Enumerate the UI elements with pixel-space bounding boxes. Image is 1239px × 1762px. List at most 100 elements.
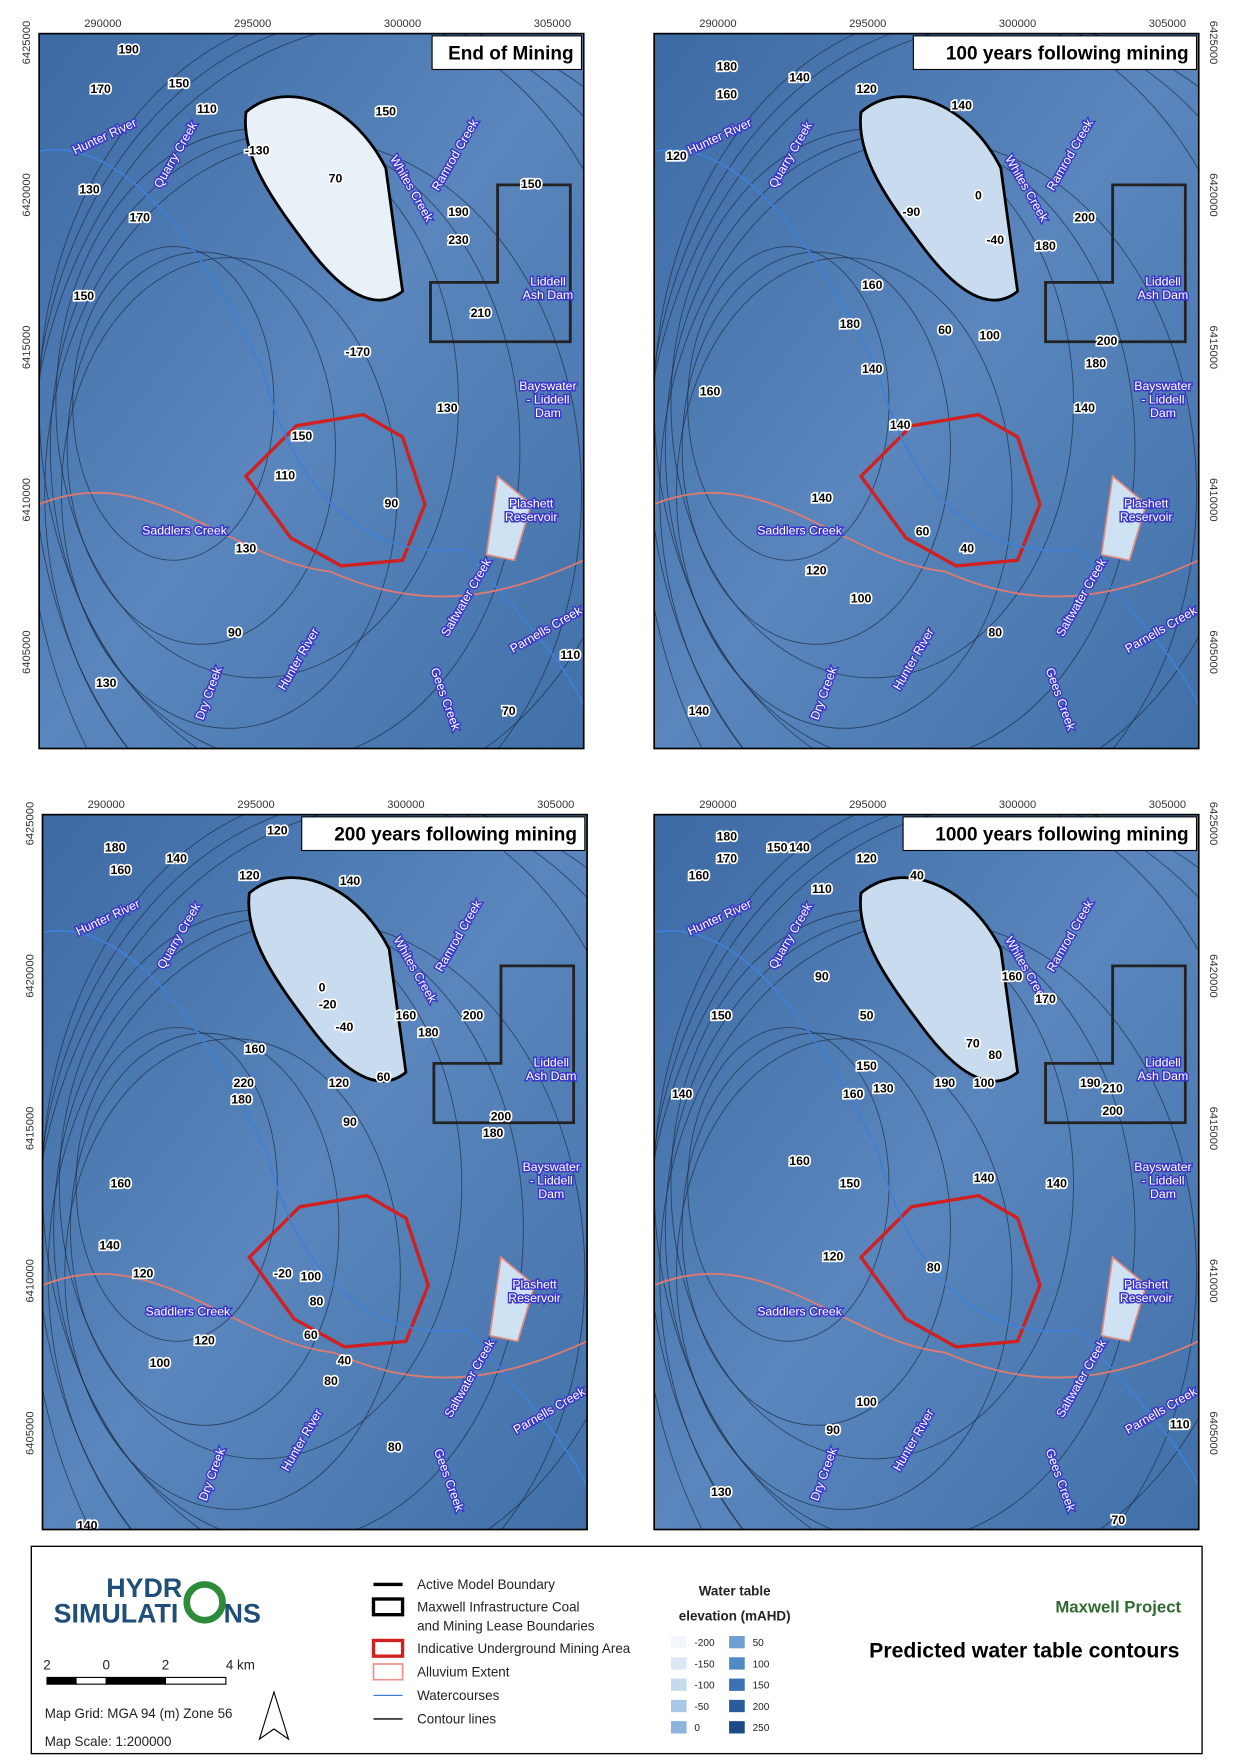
figure: Hunter RiverQuarry CreekWhites CreekRamr… (0, 0, 1239, 1757)
y-tick-label: 6425000 (21, 21, 33, 65)
contour-label: 150 (169, 76, 190, 90)
y-tick-label: 6415000 (1207, 326, 1219, 370)
contour-label: 120 (133, 1266, 154, 1280)
contour-label: 160 (843, 1087, 864, 1101)
x-tick-label: 305000 (1149, 799, 1186, 811)
project-name: Maxwell Project (1055, 1597, 1181, 1616)
class-label: 100 (753, 1659, 770, 1670)
contour-label: 190 (118, 43, 139, 57)
contour-label: 160 (1002, 969, 1023, 983)
x-tick-label: 300000 (999, 799, 1036, 811)
contour-label: 230 (448, 233, 469, 247)
class-label: -100 (694, 1681, 715, 1692)
contour-label: 210 (1102, 1081, 1123, 1095)
place-label: Bayswater (1134, 1160, 1191, 1174)
contour-label: -20 (319, 997, 337, 1011)
water-table-title: elevation (mAHD) (679, 1608, 791, 1623)
place-label: Ash Dam (523, 288, 574, 302)
y-tick-label: 6405000 (21, 630, 33, 674)
contour-label: 0 (975, 188, 982, 202)
y-tick-label: 6410000 (1207, 1259, 1219, 1303)
y-tick-label: 6425000 (1207, 21, 1219, 65)
contour-label: 60 (938, 323, 952, 337)
contour-label: 80 (927, 1261, 941, 1275)
class-swatch (671, 1679, 687, 1691)
scale-label: 2 (43, 1658, 50, 1673)
contour-label: 40 (338, 1354, 352, 1368)
contour-label: 70 (966, 1037, 980, 1051)
place-label: Reservoir (1120, 510, 1173, 524)
contour-label: -170 (346, 345, 371, 359)
contour-label: 80 (324, 1374, 338, 1388)
contour-label: 130 (873, 1081, 894, 1095)
place-label: Liddell (1145, 275, 1181, 289)
class-label: -150 (694, 1659, 715, 1670)
contour-label: 180 (717, 59, 738, 73)
contour-label: 140 (672, 1087, 693, 1101)
contour-label: 90 (228, 625, 242, 639)
class-label: 150 (753, 1681, 770, 1692)
contour-label: 170 (90, 82, 111, 96)
contour-label: 130 (79, 183, 100, 197)
class-swatch (729, 1657, 745, 1669)
contour-label: 80 (988, 625, 1002, 639)
place-label: Plashett (512, 1278, 557, 1292)
x-tick-label: 295000 (237, 799, 274, 811)
x-tick-label: 295000 (234, 18, 271, 30)
class-swatch (671, 1700, 687, 1712)
contour-label: 100 (150, 1356, 171, 1370)
contour-label: 180 (105, 840, 126, 854)
logo-line-3: NS (224, 1599, 261, 1629)
x-tick-label: 305000 (1149, 18, 1186, 30)
place-label: Saddlers Creek (757, 523, 843, 537)
scale-bar (106, 1677, 165, 1684)
contour-label: 160 (245, 1042, 266, 1056)
contour-label: 120 (856, 82, 877, 96)
scale-bar (76, 1677, 106, 1684)
contour-label: 170 (1035, 992, 1056, 1006)
x-tick-label: 300000 (999, 18, 1036, 30)
contour-label: 120 (856, 852, 877, 866)
class-label: -200 (694, 1638, 715, 1649)
contour-label: 100 (979, 328, 1000, 342)
contour-label: 130 (437, 401, 458, 415)
scale-bar (165, 1677, 225, 1684)
place-label: Plashett (509, 497, 554, 511)
contour-label: 160 (789, 1154, 810, 1168)
contour-label: 100 (301, 1270, 322, 1284)
contour-label: 200 (1074, 211, 1095, 225)
x-tick-label: 295000 (849, 799, 886, 811)
y-tick-label: 6415000 (1207, 1107, 1219, 1151)
contour-label: 80 (310, 1294, 324, 1308)
logo-line-2: SIMULATI (54, 1599, 179, 1629)
place-label: Dam (538, 1187, 564, 1201)
contour-label: 140 (99, 1238, 120, 1252)
panel-title: 1000 years following mining (935, 824, 1188, 845)
contour-label: 160 (111, 863, 132, 877)
contour-label: 220 (234, 1076, 255, 1090)
contour-label: 200 (1102, 1104, 1123, 1118)
x-tick-label: 290000 (88, 799, 125, 811)
scale-label: 4 km (226, 1658, 255, 1673)
contour-label: 120 (267, 824, 288, 838)
y-tick-label: 6420000 (1207, 954, 1219, 998)
place-label: - Liddell (530, 1173, 573, 1187)
contour-label: 90 (815, 969, 829, 983)
class-swatch (729, 1700, 745, 1712)
contour-label: 150 (711, 1009, 732, 1023)
contour-label: 140 (789, 840, 810, 854)
contour-label: 170 (130, 211, 151, 225)
contour-label: 80 (988, 1048, 1002, 1062)
x-tick-label: 295000 (849, 18, 886, 30)
contour-label: 160 (717, 87, 738, 101)
contour-label: 40 (910, 869, 924, 883)
place-label: Ash Dam (1138, 288, 1189, 302)
y-tick-label: 6415000 (25, 1107, 37, 1151)
contour-label: 170 (717, 852, 738, 866)
y-tick-label: 6410000 (25, 1259, 37, 1303)
contour-label: 110 (197, 102, 217, 116)
contour-label: 70 (502, 704, 516, 718)
contour-label: 200 (463, 1009, 484, 1023)
x-tick-label: 290000 (699, 799, 736, 811)
place-label: Ash Dam (1138, 1069, 1189, 1083)
